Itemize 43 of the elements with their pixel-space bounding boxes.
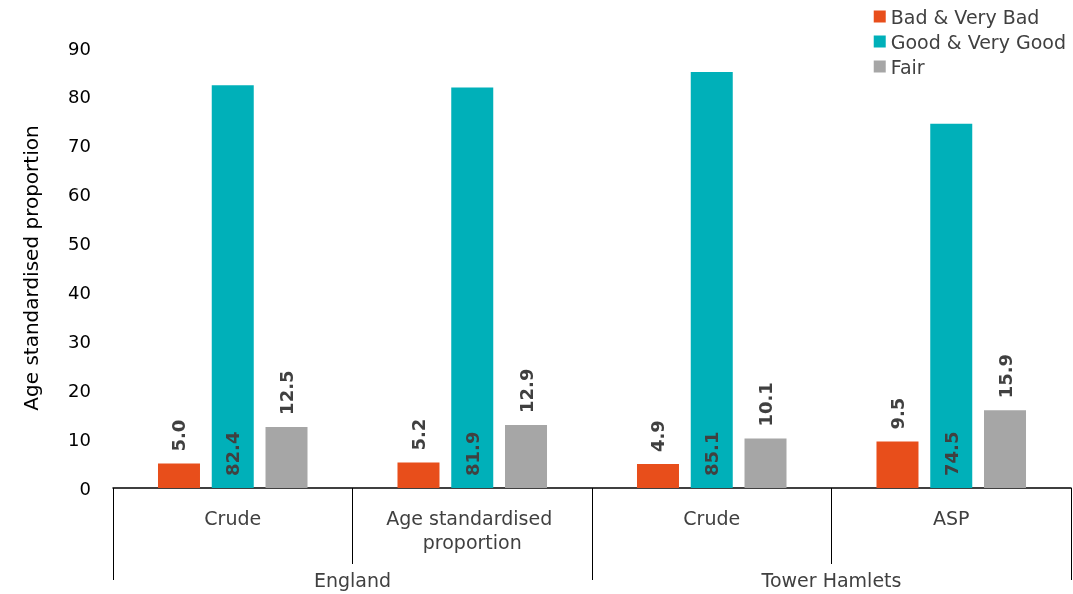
bar — [211, 85, 254, 488]
y-tick-label: 10 — [68, 428, 91, 450]
legend-label: Good & Very Good — [890, 30, 1067, 53]
y-tick-label: 30 — [68, 330, 91, 352]
bar — [744, 438, 787, 488]
data-label: 12.9 — [515, 368, 537, 413]
data-label: 10.1 — [755, 382, 777, 427]
y-tick-label: 90 — [68, 37, 91, 59]
bar — [265, 426, 308, 488]
y-tick-label: 80 — [68, 86, 91, 108]
bar — [636, 464, 679, 488]
legend-label: Fair — [890, 55, 925, 78]
data-label: 81.9 — [461, 431, 483, 476]
data-label: 5.2 — [407, 418, 429, 451]
legend-label: Bad & Very Bad — [890, 5, 1040, 28]
y-tick-label: 40 — [68, 281, 91, 303]
data-label: 12.5 — [276, 370, 298, 415]
x-tick-label: Crude — [204, 507, 262, 529]
data-label: 5.0 — [168, 419, 190, 452]
bar — [397, 462, 440, 488]
bar — [451, 87, 494, 488]
text: England — [313, 568, 392, 591]
bar — [876, 441, 919, 488]
bar — [984, 410, 1027, 488]
y-tick-label: 20 — [68, 379, 91, 401]
data-label: 4.9 — [647, 420, 669, 453]
x-tick-label: ASP — [932, 507, 970, 529]
y-tick-label: 70 — [68, 135, 91, 157]
data-label: 74.5 — [940, 431, 962, 476]
y-tick-label: 0 — [79, 477, 91, 499]
bar — [690, 71, 733, 488]
data-label: 85.1 — [701, 431, 723, 476]
data-label: 82.4 — [222, 431, 244, 476]
y-tick-label: 60 — [68, 184, 91, 206]
data-label: 9.5 — [886, 397, 908, 430]
x-tick-label: Age standardised proportion — [386, 507, 559, 553]
y-tick-label: 50 — [68, 233, 91, 255]
text: Tower Hamlets — [760, 568, 902, 591]
bar — [157, 463, 200, 488]
data-label: 15.9 — [994, 353, 1016, 399]
bar — [930, 123, 973, 488]
x-tick-label: Crude — [683, 507, 741, 529]
bar — [505, 424, 548, 488]
